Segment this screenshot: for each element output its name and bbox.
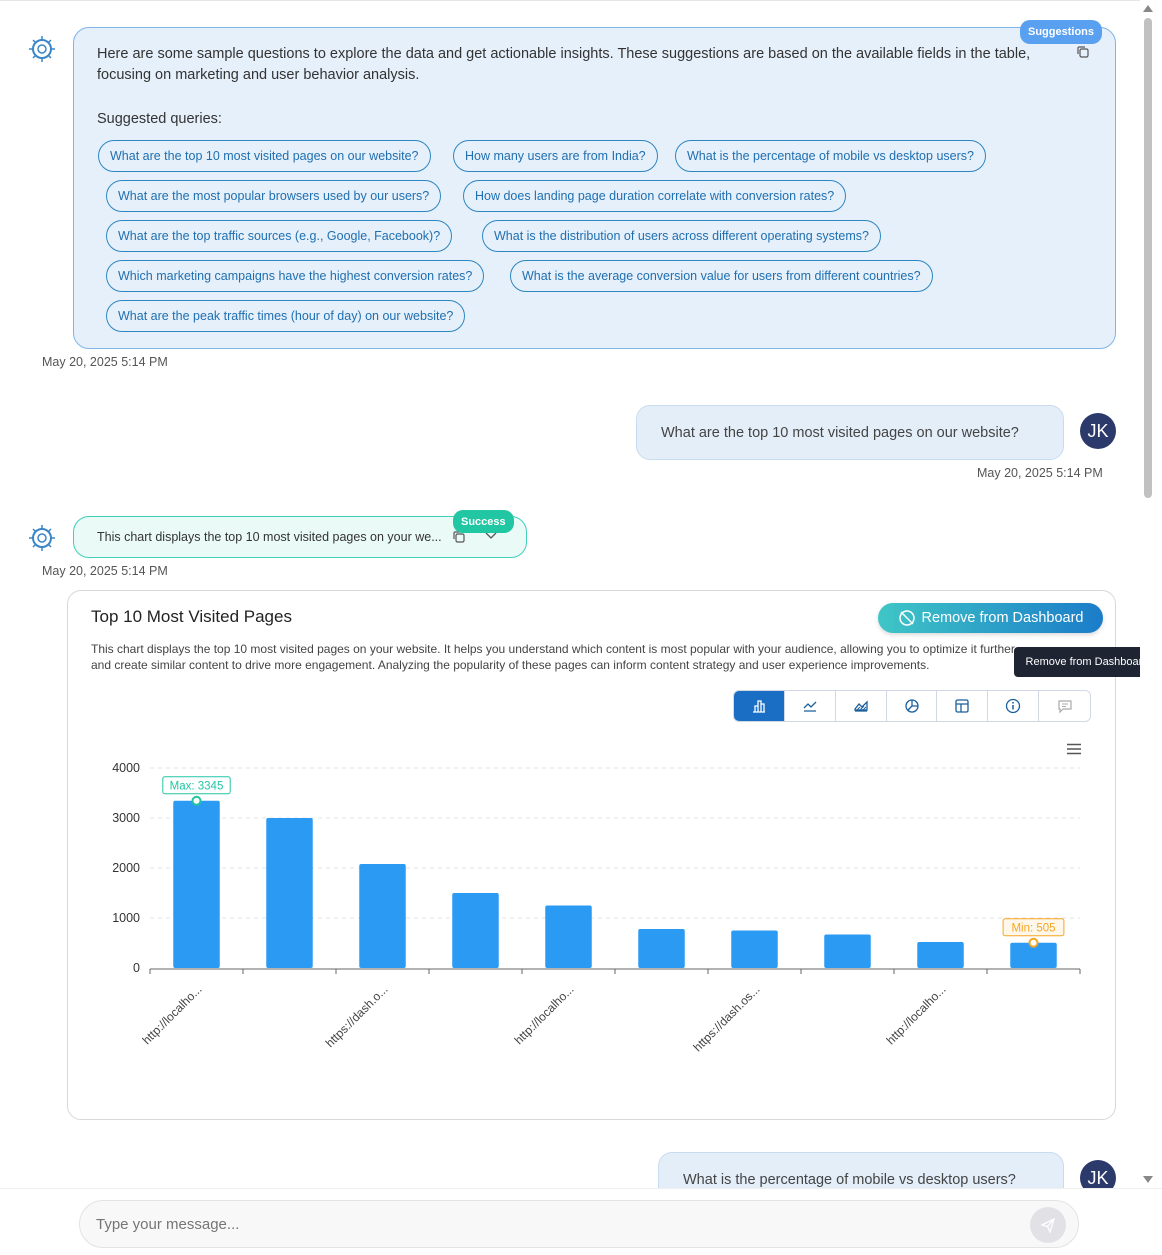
y-tick-label: 0: [133, 961, 140, 975]
scroll-down-arrow-icon[interactable]: [1143, 1176, 1153, 1183]
suggestion-chip[interactable]: How many users are from India?: [453, 140, 658, 172]
remove-button-label: Remove from Dashboard: [921, 610, 1084, 626]
annotation-label: Min: 505: [1011, 922, 1055, 934]
x-tick-label: http://localho...: [140, 982, 205, 1047]
suggestion-chip[interactable]: What are the peak traffic times (hour of…: [106, 300, 466, 332]
pie-chart-icon: [904, 699, 919, 713]
info-icon: [1006, 698, 1021, 714]
scroll-up-arrow-icon[interactable]: [1143, 5, 1153, 12]
hamburger-menu-icon[interactable]: [1066, 743, 1082, 755]
bar-chart: 0 1000 2000 3000 4000 http://localho... https:…: [112, 761, 1081, 1054]
message-timestamp: May 20, 2025 5:14 PM: [42, 355, 168, 369]
table-icon: [955, 699, 970, 713]
annotation-marker: [191, 795, 202, 806]
bar: [1010, 942, 1057, 968]
suggestion-chip[interactable]: How does landing page duration correlate…: [463, 180, 847, 212]
success-badge: Success: [453, 510, 514, 533]
annotation-marker: [1028, 937, 1039, 948]
bar: [824, 934, 871, 968]
copy-icon[interactable]: [452, 530, 466, 544]
chart-title: Top 10 Most Visited Pages: [91, 607, 292, 626]
annotation-box: [162, 776, 231, 795]
bar: [359, 864, 406, 968]
send-button[interactable]: [1030, 1207, 1066, 1243]
x-tick-label: http://localho...: [512, 982, 577, 1047]
suggestions-intro: Here are some sample questions to explor…: [97, 46, 1031, 83]
dashboard-off-icon: [898, 610, 915, 626]
suggestion-chip[interactable]: What is the average conversion value for…: [510, 260, 933, 292]
bar: [173, 800, 220, 968]
area-chart-icon: [853, 700, 868, 712]
success-message-text: This chart displays the top 10 most visi…: [97, 530, 442, 544]
copy-icon[interactable]: [1076, 45, 1090, 59]
y-tick-label: 2000: [112, 861, 140, 875]
scrollbar-thumb[interactable]: [1144, 18, 1152, 498]
user-avatar: JK: [1080, 413, 1116, 449]
suggestion-chip[interactable]: What are the top traffic sources (e.g., …: [106, 220, 453, 252]
line-chart-button[interactable]: [784, 691, 836, 721]
remove-from-dashboard-button[interactable]: Remove from Dashboard: [878, 603, 1103, 633]
top-divider: [0, 0, 1140, 2]
bot-avatar-icon: [29, 525, 55, 551]
bot-avatar-icon: [29, 36, 55, 62]
x-tick-label: http://localho...: [884, 982, 949, 1047]
comment-button[interactable]: [1039, 691, 1090, 721]
bar: [452, 893, 499, 968]
suggestion-chip[interactable]: What is the distribution of users across…: [482, 220, 881, 252]
area-chart-button[interactable]: [835, 691, 887, 721]
message-input[interactable]: [79, 1200, 1079, 1248]
send-icon: [1040, 1217, 1056, 1233]
chevron-down-icon[interactable]: [485, 532, 497, 540]
chart-card: [67, 590, 1116, 1120]
y-tick-label: 4000: [112, 761, 140, 775]
bar: [266, 818, 313, 968]
suggestion-chip[interactable]: What are the top 10 most visited pages o…: [98, 140, 431, 172]
bar: [731, 930, 778, 968]
bar-chart-icon: [752, 700, 765, 713]
suggestion-chip[interactable]: What is the percentage of mobile vs desk…: [675, 140, 986, 172]
bar-chart-button[interactable]: [734, 691, 785, 721]
line-chart-icon: [803, 701, 817, 712]
table-view-button[interactable]: [937, 691, 989, 721]
chart-description: This chart displays the top 10 most visi…: [91, 642, 1015, 672]
suggestion-chip[interactable]: Which marketing campaigns have the highe…: [106, 260, 485, 292]
message-timestamp: May 20, 2025 5:14 PM: [977, 466, 1103, 480]
info-button[interactable]: [988, 691, 1040, 721]
comment-icon: [1057, 700, 1072, 714]
x-tick-label: https://dash.o...: [323, 982, 391, 1050]
success-message-bubble[interactable]: This chart displays the top 10 most visi…: [73, 516, 527, 558]
suggestion-chip[interactable]: What are the most popular browsers used …: [106, 180, 442, 212]
suggestions-heading: Suggested queries:: [97, 111, 222, 127]
bar: [638, 929, 685, 968]
bar: [545, 905, 592, 968]
annotation-label: Max: 3345: [170, 780, 224, 792]
suggestions-badge: Suggestions: [1020, 20, 1103, 44]
y-tick-label: 3000: [112, 811, 140, 825]
y-tick-label: 1000: [112, 911, 140, 925]
tooltip: Remove from Dashboard: [1014, 647, 1160, 677]
message-timestamp: May 20, 2025 5:14 PM: [42, 564, 168, 578]
annotation-box: [1002, 918, 1065, 937]
suggestions-bubble: [73, 27, 1116, 349]
pie-chart-button[interactable]: [886, 691, 938, 721]
user-message-bubble: What are the top 10 most visited pages o…: [636, 405, 1064, 460]
bar: [917, 942, 964, 968]
x-tick-label: https://dash.os...: [690, 982, 762, 1054]
chart-type-toolbar: [733, 690, 1091, 722]
